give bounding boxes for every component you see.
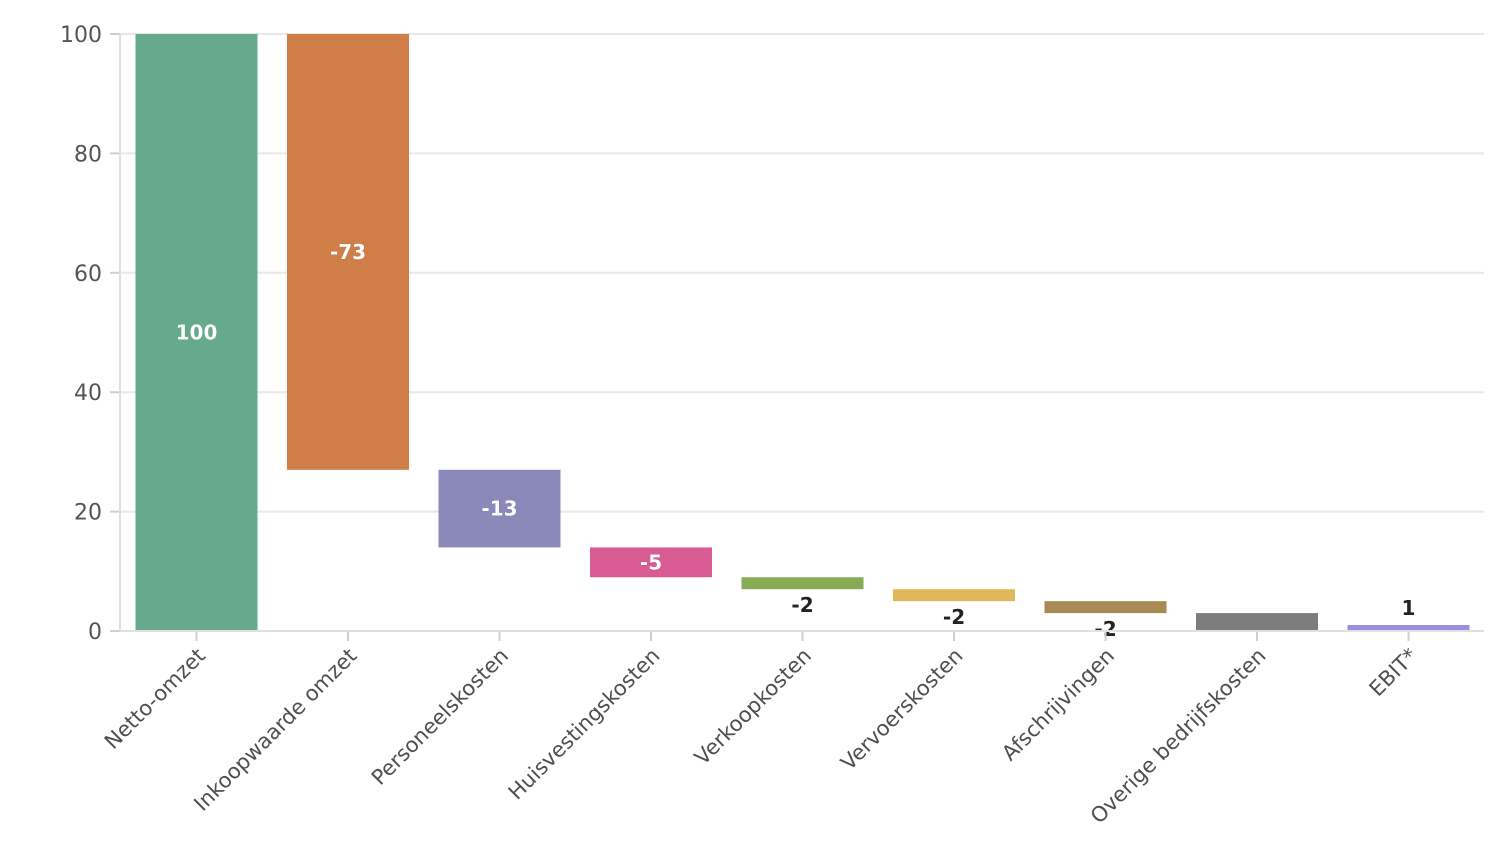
x-tick-label: Afschrijvingen (997, 644, 1119, 766)
bar[interactable] (1196, 613, 1318, 631)
bar-value-label: -5 (640, 550, 662, 574)
bar[interactable] (590, 547, 712, 578)
bar[interactable] (135, 34, 258, 631)
bar[interactable] (1044, 601, 1167, 614)
y-tick-label: 60 (74, 262, 102, 287)
x-tick-label: EBIT* (1365, 644, 1422, 701)
bar-value-labels: 100-73-13-5-2 -2 -21 (175, 240, 1417, 643)
bar-value-label: 1 (1402, 596, 1416, 620)
y-tick-label: 100 (60, 23, 102, 48)
x-tick-label: Verkoopkosten (690, 644, 816, 770)
x-tick-label: Personeelskosten (367, 644, 513, 790)
x-tick-label: Vervoerskosten (836, 644, 967, 775)
y-tick-label: 0 (88, 620, 102, 645)
bars (135, 34, 1470, 631)
bar[interactable] (893, 589, 1015, 602)
bar[interactable] (741, 577, 864, 590)
y-tick-label: 20 (74, 501, 102, 526)
bar-value-label: -2 (791, 593, 813, 617)
x-tick-label: Inkoopwaarde omzet (189, 644, 361, 816)
bar[interactable] (287, 34, 409, 470)
bar-value-label: -73 (330, 240, 366, 264)
bar-value-label: -13 (481, 497, 517, 521)
x-tick-label: Overige bedrijfskosten (1086, 644, 1271, 829)
x-tick-label: Netto-omzet (100, 644, 210, 754)
x-tick-label: Huisvestingskosten (504, 644, 665, 805)
bar-value-label: -2 (943, 605, 965, 629)
bar-value-label: 100 (176, 321, 218, 345)
y-tick-label: 80 (74, 142, 102, 167)
y-axis: 0 20 40 60 80 100 (60, 23, 121, 645)
bar[interactable] (438, 469, 561, 548)
bar[interactable] (1347, 625, 1470, 631)
y-tick-label: 40 (74, 381, 102, 406)
